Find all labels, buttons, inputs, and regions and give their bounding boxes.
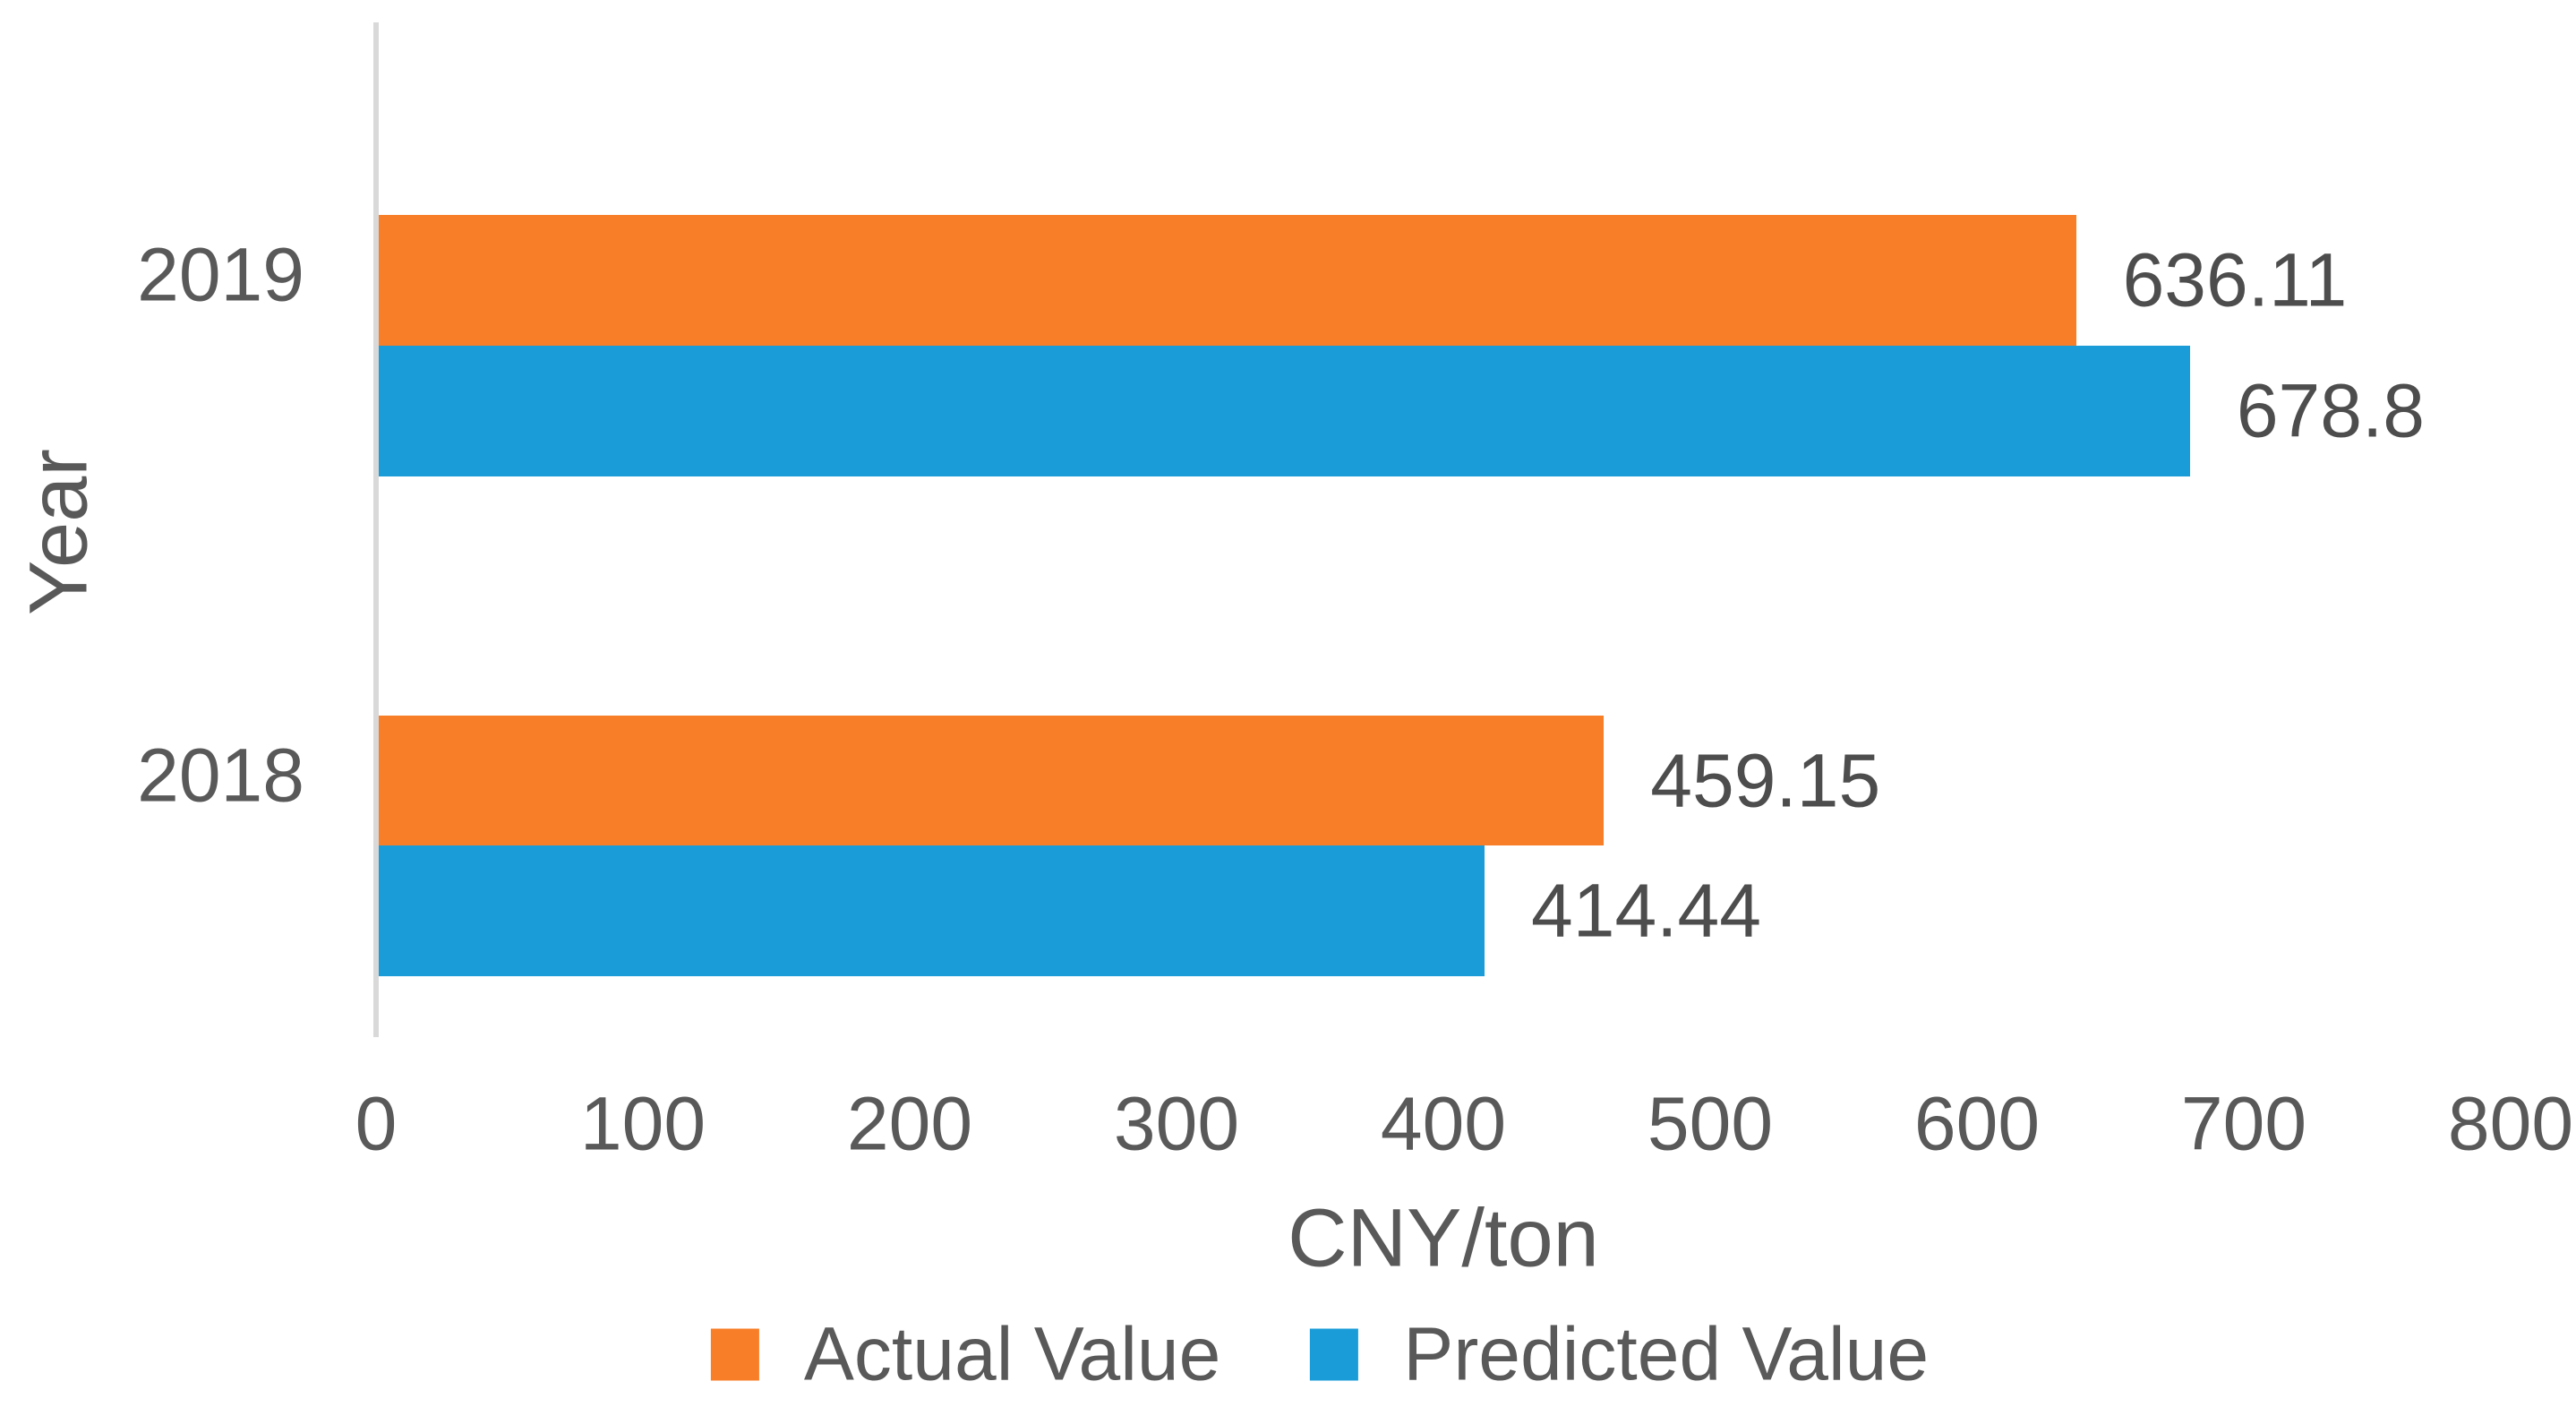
legend-swatch-icon: [1310, 1328, 1359, 1380]
bar-predicted-value-2019: [379, 345, 2190, 476]
x-axis-title: CNY/ton: [1288, 1192, 1599, 1284]
value-tick-label: 200: [846, 1081, 973, 1166]
data-label: 459.15: [1650, 738, 1881, 823]
bar-actual-value-2019: [379, 215, 2076, 346]
bar-actual-value-2018: [379, 715, 1605, 846]
value-tick-label: 800: [2447, 1081, 2574, 1166]
category-axis-line: [373, 22, 379, 1037]
legend-item: Predicted Value: [1310, 1311, 1929, 1398]
legend: Actual Value Predicted Value: [710, 1311, 1929, 1398]
category-tick-label: 2018: [137, 733, 304, 818]
legend-swatch-icon: [710, 1328, 759, 1380]
data-label: 414.44: [1531, 868, 1761, 953]
value-tick-label: 300: [1113, 1081, 1240, 1166]
value-tick-label: 0: [355, 1081, 398, 1166]
bar-predicted-value-2018: [379, 845, 1485, 977]
legend-item: Actual Value: [710, 1311, 1221, 1398]
value-tick-label: 500: [1647, 1081, 1774, 1166]
value-tick-label: 600: [1913, 1081, 2041, 1166]
data-label: 678.8: [2236, 368, 2426, 453]
value-tick-label: 100: [579, 1081, 706, 1166]
data-label: 636.11: [2122, 237, 2348, 322]
category-tick-label: 2019: [137, 232, 304, 317]
value-tick-label: 700: [2180, 1081, 2307, 1166]
y-axis-title: Year: [13, 449, 105, 615]
legend-label: Predicted Value: [1403, 1311, 1930, 1396]
value-tick-label: 400: [1380, 1081, 1507, 1166]
legend-label: Actual Value: [803, 1311, 1221, 1396]
